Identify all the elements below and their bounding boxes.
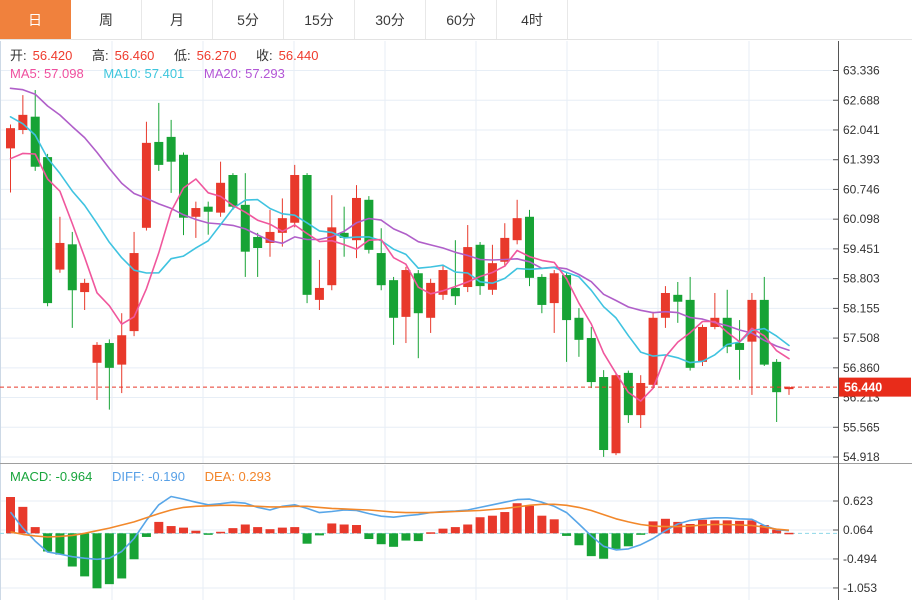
svg-text:54.918: 54.918 <box>843 450 880 464</box>
price-axis: 63.336 62.688 62.041 61.393 60.746 60.098 59.4… <box>833 41 880 600</box>
svg-text:58.155: 58.155 <box>843 301 880 315</box>
svg-text:63.336: 63.336 <box>843 64 880 78</box>
dea-legend-value: DEA: 0.293 <box>204 469 272 484</box>
diff-legend-value: DIFF: -0.190 <box>112 469 185 484</box>
timeframe-tabbar: 日 周 月 5分 15分 30分 60分 4时 <box>0 0 912 40</box>
tab-day[interactable]: 日 <box>0 0 71 39</box>
diff-line <box>9 495 790 561</box>
tab-4hour[interactable]: 4时 <box>497 0 568 39</box>
svg-text:55.565: 55.565 <box>843 420 880 434</box>
close-value: 56.440 <box>278 48 319 63</box>
open-value: 56.420 <box>32 48 73 63</box>
low-value: 56.270 <box>196 48 237 63</box>
svg-text:56.860: 56.860 <box>843 361 880 375</box>
low-label: 低: <box>174 48 191 63</box>
macd-legend-value: MACD: -0.964 <box>10 469 93 484</box>
ma5-line <box>9 152 790 402</box>
tab-60min[interactable]: 60分 <box>426 0 497 39</box>
svg-text:61.393: 61.393 <box>843 153 880 167</box>
macd-histogram <box>6 497 794 589</box>
svg-text:-0.494: -0.494 <box>843 552 877 566</box>
tab-15min[interactable]: 15分 <box>284 0 355 39</box>
tab-5min[interactable]: 5分 <box>213 0 284 39</box>
svg-text:57.508: 57.508 <box>843 331 880 345</box>
svg-text:-1.053: -1.053 <box>843 581 877 595</box>
macd-legend: MACD: -0.964 DIFF: -0.190 DEA: 0.293 <box>10 469 277 484</box>
svg-text:60.746: 60.746 <box>843 182 880 196</box>
svg-text:56.440: 56.440 <box>844 381 882 395</box>
grid-lines <box>0 41 838 600</box>
close-label: 收: <box>256 48 273 63</box>
ma10-legend-value: MA10: 57.401 <box>103 66 185 81</box>
svg-text:59.451: 59.451 <box>843 242 880 256</box>
svg-text:62.041: 62.041 <box>843 123 880 137</box>
ma20-legend-value: MA20: 57.293 <box>203 66 285 81</box>
ohlc-legend: 开: 56.420 高: 56.460 低: 56.270 收: 56.440 <box>10 45 324 64</box>
high-value: 56.460 <box>114 48 155 63</box>
svg-text:62.688: 62.688 <box>843 93 880 107</box>
tab-month[interactable]: 月 <box>142 0 213 39</box>
last-price-badge: 56.440 <box>839 377 911 397</box>
candles-layer <box>6 90 794 457</box>
dea-line <box>10 503 790 538</box>
svg-text:60.098: 60.098 <box>843 212 880 226</box>
ma20-line <box>9 87 790 352</box>
open-label: 开: <box>10 48 27 63</box>
svg-text:58.803: 58.803 <box>843 272 880 286</box>
tab-week[interactable]: 周 <box>71 0 142 39</box>
ma10-line <box>9 116 790 364</box>
ma5-legend-value: MA5: 57.098 <box>10 66 84 81</box>
high-label: 高: <box>92 48 109 63</box>
svg-text:0.064: 0.064 <box>843 523 873 537</box>
svg-text:0.623: 0.623 <box>843 494 873 508</box>
tab-30min[interactable]: 30分 <box>355 0 426 39</box>
ma-legend: MA5: 57.098 MA10: 57.401 MA20: 57.293 <box>10 66 291 81</box>
